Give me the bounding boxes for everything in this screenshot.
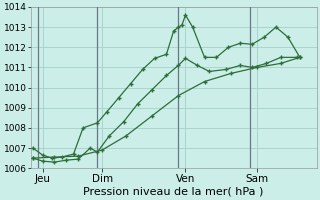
X-axis label: Pression niveau de la mer( hPa ): Pression niveau de la mer( hPa ) bbox=[84, 187, 264, 197]
